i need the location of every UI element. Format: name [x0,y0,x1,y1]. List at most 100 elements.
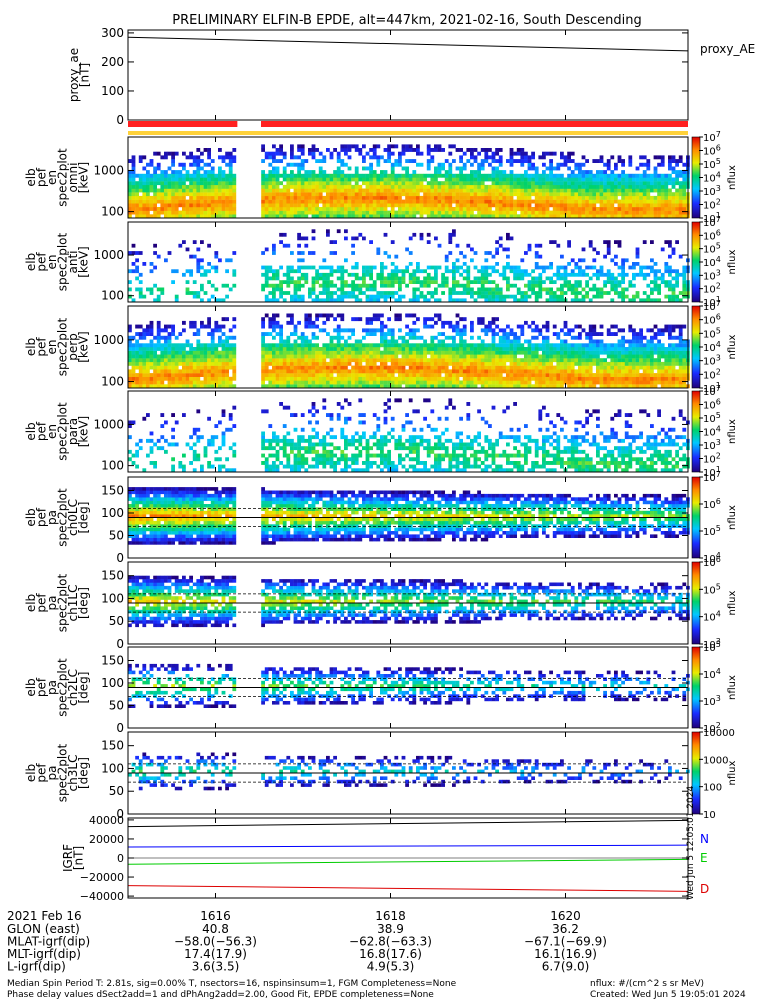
spectrogram-cell [556,195,561,200]
spectrogram-cell [678,181,683,186]
spectrogram-cell [189,254,193,259]
spectrogram-cell [315,159,319,163]
spectrogram-cell [606,210,611,215]
spectrogram-cell [617,265,622,270]
spectrogram-cell [664,214,669,219]
spectrogram-cell [228,155,233,160]
spectrogram-cell [585,280,589,284]
spectrogram-cell [549,350,553,355]
y-tick-label: 100 [101,205,124,219]
spectrogram-cell [174,214,179,219]
spectrogram-cell [362,236,366,241]
spectrogram-cell [160,380,165,385]
spectrogram-cell [488,251,492,255]
spectrogram-cell [286,269,291,274]
spectrogram-cell [484,173,489,178]
spectrogram-cell [430,148,435,152]
spectrogram-cell [646,173,651,178]
spectrogram-cell [502,332,507,336]
spectrogram-cell [416,350,420,355]
spectrogram-cell [581,247,586,252]
spectrogram-cell [488,207,492,211]
spectrogram-cell [282,354,287,359]
spectrogram-cell [272,177,276,182]
spectrogram-cell [293,343,298,348]
spectrogram-cell [635,188,640,193]
spectrogram-cell [275,384,280,389]
spectrogram-cell [210,195,215,200]
spectrogram-cell [196,354,201,359]
spectrogram-cell [268,162,273,167]
spectrogram-cell [383,195,388,200]
spectrogram-cell [567,283,571,288]
spectrogram-cell [556,207,561,211]
spectrogram-cell [318,199,323,204]
spectrogram-cell [459,317,463,322]
spectrogram-cell [138,350,143,355]
spectrogram-cell [610,258,615,263]
spectrogram-cell [300,298,305,303]
spectrogram-cell [311,384,316,389]
spectrogram-cell [390,384,395,389]
spectrogram-cell [477,317,481,322]
spectrogram-cell [333,269,337,274]
spectrogram-cell [614,192,618,197]
spectrogram-cell [452,199,456,204]
spectrogram-cell [142,365,147,370]
spectrogram-cell [149,350,154,355]
spectrogram-cell [671,269,676,274]
spectrogram-cell [210,184,215,189]
spectrogram-cell [210,350,215,355]
spectrogram-cell [207,361,211,366]
spectrogram-cells [128,144,690,219]
spectrogram-cell [178,376,183,381]
spectrogram-cell [387,339,391,344]
spectrogram-cell [520,350,525,355]
spectrogram-cell [286,369,291,374]
spectrogram-cell [358,192,363,197]
spectrogram-cell [344,203,348,208]
spectrogram-cell [311,192,316,197]
spectrogram-cell [430,339,435,344]
spectrogram-cell [304,236,309,241]
spectrogram-cell [380,203,384,208]
spectrogram-cell [509,373,514,377]
spectrogram-cell [606,162,611,167]
spectrogram-cell [171,380,175,385]
spectrogram-cell [232,358,237,363]
spectrogram-cell [390,166,395,171]
spectrogram-cell [498,236,503,241]
spectrogram-cell [495,369,499,374]
spectrogram-cell [531,155,535,160]
spectrogram-cell [329,207,334,211]
spectrogram-cell [344,358,348,363]
spectrogram-cell [264,184,269,189]
spectrogram-cell [491,155,496,160]
spectrogram-cell [495,151,499,156]
spectrogram-cell [185,350,190,355]
spectrogram-cell [232,203,237,208]
spectrogram-cell [513,207,517,211]
spectrogram-cell [606,276,611,281]
spectrogram-cell [459,272,463,277]
spectrogram-cell [556,265,561,270]
spectrogram-cell [300,184,305,189]
spectrogram-cell [383,283,388,288]
spectrogram-cell [477,173,481,178]
spectrogram-cell [545,343,550,348]
slow-survey-bar [128,131,688,135]
spectrogram-cell [221,376,226,381]
spectrogram-cell [617,203,622,208]
spectrogram-cell [372,354,377,359]
spectrogram-cell [376,272,381,277]
spectrogram-cell [160,177,165,182]
spectrogram-cell [448,203,453,208]
spectrogram-cell [459,148,463,152]
spectrogram-cell [470,324,474,329]
spectrogram-cell [650,291,654,295]
spectrogram-cell [225,199,229,204]
spectrogram-cell [365,294,370,299]
spectrogram-cell [308,192,312,197]
spectrogram-cell [441,365,445,370]
spectrogram-cell [315,207,319,211]
